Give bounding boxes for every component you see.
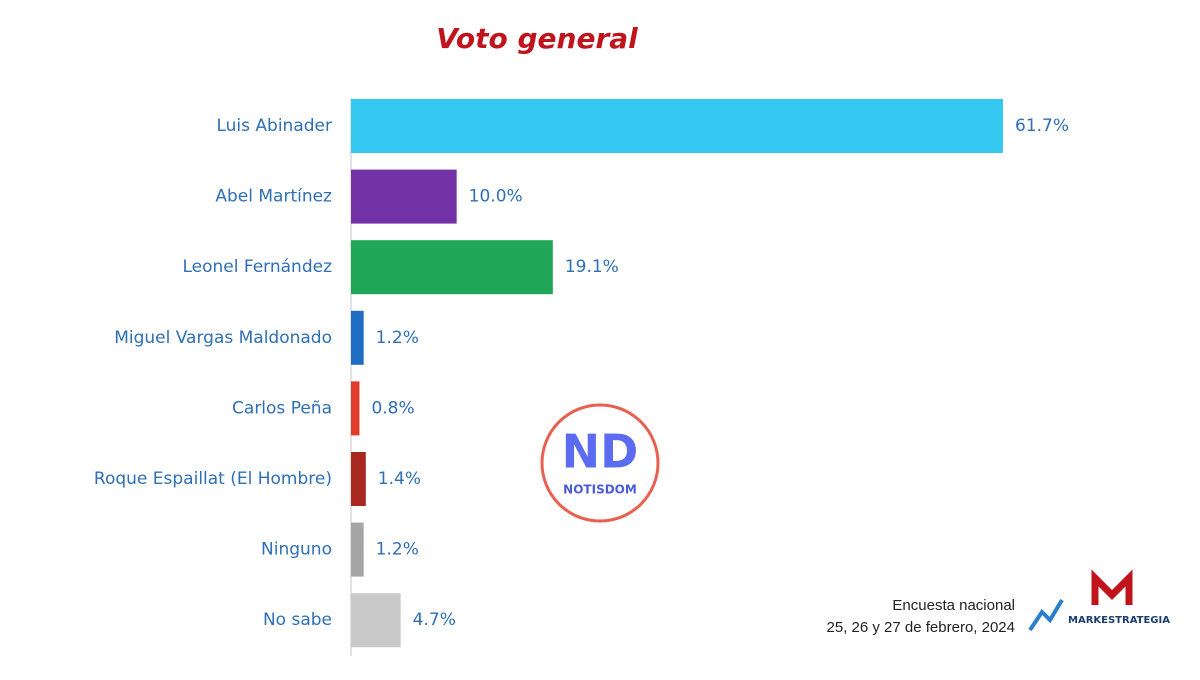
bar (351, 593, 401, 648)
watermark-logo: ND (562, 425, 639, 479)
watermark-circle (540, 403, 660, 523)
category-label: Carlos Peña (232, 398, 332, 418)
value-label: 1.2% (376, 540, 419, 560)
source-line: Encuesta nacional (892, 597, 1015, 614)
value-label: 61.7% (1015, 116, 1069, 136)
bar (351, 169, 457, 224)
brand-icon (1028, 598, 1064, 632)
category-label: Luis Abinader (216, 116, 332, 136)
value-label: 0.8% (371, 398, 414, 418)
bar (351, 240, 553, 295)
category-label: Leonel Fernández (182, 257, 332, 277)
value-label: 19.1% (565, 257, 619, 277)
bar (351, 99, 1003, 153)
source-line: 25, 26 y 27 de febrero, 2024 (827, 619, 1015, 636)
value-label: 10.0% (469, 187, 523, 207)
category-label: Miguel Vargas Maldonado (114, 328, 332, 348)
bar (351, 522, 364, 577)
bar (351, 310, 364, 365)
category-label: Ninguno (261, 540, 332, 560)
brand-logo: MARKESTRATEGIA (1028, 569, 1170, 632)
value-label: 1.2% (376, 328, 419, 348)
watermark-name: NOTISDOM (563, 483, 637, 497)
value-label: 1.4% (378, 469, 421, 489)
category-label: No sabe (263, 610, 332, 630)
category-label: Abel Martínez (215, 187, 332, 207)
bar (351, 381, 360, 436)
bar (351, 452, 366, 506)
category-label: Roque Espaillat (El Hombre) (94, 469, 332, 489)
value-label: 4.7% (413, 610, 456, 630)
watermark: ND NOTISDOM (540, 403, 660, 523)
brand-icon (1091, 569, 1133, 605)
chart-title: Voto general (436, 22, 638, 55)
brand-name: MARKESTRATEGIA (1068, 615, 1170, 626)
